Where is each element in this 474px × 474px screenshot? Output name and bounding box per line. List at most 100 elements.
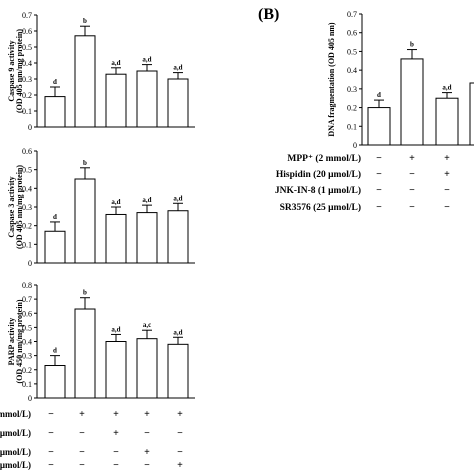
bar bbox=[136, 212, 158, 264]
y-axis-label: (OD 405 nm/mg protein) bbox=[15, 29, 24, 113]
bar bbox=[44, 365, 66, 399]
y-tick-label: 0.7 bbox=[22, 295, 32, 304]
y-axis-label: Caspase 3 activity bbox=[7, 176, 16, 237]
y-tick-label: 0.8 bbox=[22, 281, 32, 290]
y-tick-label: 0.2 bbox=[22, 222, 32, 231]
y-axis-label: PARP activity bbox=[7, 318, 16, 366]
y-tick-label: 0.1 bbox=[22, 240, 32, 249]
y-tick-label: 0.2 bbox=[22, 91, 32, 100]
treatment-sign: − bbox=[79, 460, 85, 471]
treatment-sign: + bbox=[444, 169, 450, 180]
treatment-sign: − bbox=[409, 202, 415, 213]
treatment-row-label: Hispidin (20 μmol/L) bbox=[276, 169, 361, 180]
bar bbox=[435, 97, 459, 146]
significance-label: b bbox=[83, 289, 87, 297]
treatment-sign: − bbox=[376, 153, 382, 164]
bar bbox=[105, 213, 127, 264]
treatment-sign: + bbox=[177, 409, 183, 420]
parp-chart: 0 0.1 0.2 0.3 0.4 0.5 0.6 0.7 0.8 PARP activity (O… bbox=[7, 281, 195, 403]
significance-label: a,d bbox=[173, 328, 182, 336]
bar bbox=[105, 73, 127, 128]
treatment-sign: − bbox=[48, 447, 54, 458]
significance-label: b bbox=[83, 159, 87, 167]
significance-label: d bbox=[53, 78, 57, 86]
y-tick-label: 0.3 bbox=[22, 352, 32, 361]
significance-label: a,c bbox=[143, 321, 151, 329]
y-tick-label: 0.3 bbox=[22, 75, 32, 84]
y-axis-label: Caspase 9 activity bbox=[7, 40, 16, 101]
significance-label: d bbox=[53, 213, 57, 221]
y-tick-label: 0.7 bbox=[347, 10, 357, 19]
treatment-sign: − bbox=[113, 460, 119, 471]
y-tick-label: 0.4 bbox=[22, 338, 32, 347]
treatment-sign: + bbox=[144, 447, 150, 458]
treatment-sign: − bbox=[376, 169, 382, 180]
y-tick-label: 0 bbox=[28, 259, 32, 268]
treatment-sign: − bbox=[409, 185, 415, 196]
significance-label: a,d bbox=[111, 59, 120, 67]
y-tick-label: 0.6 bbox=[22, 147, 32, 156]
significance-label: b bbox=[83, 17, 87, 25]
bar bbox=[167, 210, 189, 264]
significance-label: a,d bbox=[173, 64, 182, 72]
bar bbox=[167, 78, 189, 128]
caspase9-chart: 0 0.1 0.2 0.3 0.4 0.5 0.6 0.7 Caspase 9 activity… bbox=[7, 11, 195, 132]
y-axis-label: (OD 450 nm/mg protein) bbox=[15, 299, 24, 383]
y-tick-label: 0.4 bbox=[347, 66, 357, 75]
y-tick-label: 0.1 bbox=[347, 122, 357, 131]
y-tick-label: 0.4 bbox=[22, 59, 32, 68]
treatment-sign: − bbox=[113, 447, 119, 458]
treatment-sign: + bbox=[177, 460, 183, 471]
significance-label: a,d bbox=[173, 194, 182, 202]
treatment-sign: − bbox=[48, 409, 54, 420]
treatment-sign: + bbox=[144, 409, 150, 420]
treatment-sign: − bbox=[48, 428, 54, 439]
significance-label: b bbox=[410, 41, 414, 49]
treatment-row-label: MPP⁺ (2 mmol/L) bbox=[287, 153, 361, 164]
bar bbox=[44, 96, 66, 128]
bar bbox=[167, 343, 189, 399]
treatment-sign: − bbox=[444, 185, 450, 196]
y-tick-label: 0.6 bbox=[347, 29, 357, 38]
y-axis-label: DNA fragmentation (OD 405 nm) bbox=[327, 22, 336, 137]
y-tick-label: 0.4 bbox=[22, 184, 32, 193]
significance-label: d bbox=[53, 347, 57, 355]
bar bbox=[136, 338, 158, 399]
bar bbox=[367, 107, 391, 146]
y-tick-label: 0.2 bbox=[347, 104, 357, 113]
bar bbox=[74, 35, 96, 128]
panel-a-treatment-table: mmol/L) − + + + + μmol/L) − − + − − μmol/L) − − − + − μmol… bbox=[0, 409, 183, 471]
y-tick-label: 0.5 bbox=[22, 323, 32, 332]
panel-b-label: (B) bbox=[258, 6, 279, 23]
y-axis-label: (OD 405 nm/mg protein) bbox=[15, 165, 24, 249]
y-tick-label: 0 bbox=[353, 141, 357, 150]
treatment-sign: − bbox=[48, 460, 54, 471]
bar bbox=[74, 178, 96, 264]
dna-fragmentation-chart: 0 0.1 0.2 0.3 0.4 0.5 0.6 0.7 DNA fragmentation … bbox=[327, 10, 474, 150]
panel-b-treatment-table: MPP⁺ (2 mmol/L) − + + Hispidin (20 μmol/L) − −… bbox=[275, 153, 450, 213]
y-tick-label: 0.5 bbox=[22, 43, 32, 52]
significance-label: a,d bbox=[111, 198, 120, 206]
bar bbox=[74, 308, 96, 399]
bar bbox=[44, 230, 66, 264]
y-tick-label: 0 bbox=[28, 394, 32, 403]
significance-label: a,d bbox=[142, 196, 151, 204]
treatment-row-label: JNK-IN-8 (1 μmol/L) bbox=[275, 185, 361, 196]
y-tick-label: 0.5 bbox=[22, 166, 32, 175]
treatment-sign: − bbox=[79, 428, 85, 439]
y-tick-label: 0.6 bbox=[22, 309, 32, 318]
treatment-row-label: SR3576 (25 μmol/L) bbox=[280, 202, 361, 213]
bar bbox=[400, 58, 424, 146]
bar bbox=[136, 70, 158, 128]
y-tick-label: 0.3 bbox=[347, 85, 357, 94]
treatment-sign: − bbox=[376, 185, 382, 196]
treatment-sign: − bbox=[144, 460, 150, 471]
bar bbox=[105, 341, 127, 399]
y-tick-label: 0.6 bbox=[22, 27, 32, 36]
caspase3-chart: 0 0.1 0.2 0.3 0.4 0.5 0.6 Caspase 3 activity (OD… bbox=[7, 147, 195, 268]
bar-partial bbox=[469, 82, 474, 146]
treatment-sign: − bbox=[79, 447, 85, 458]
treatment-sign: − bbox=[144, 428, 150, 439]
treatment-sign: − bbox=[177, 428, 183, 439]
